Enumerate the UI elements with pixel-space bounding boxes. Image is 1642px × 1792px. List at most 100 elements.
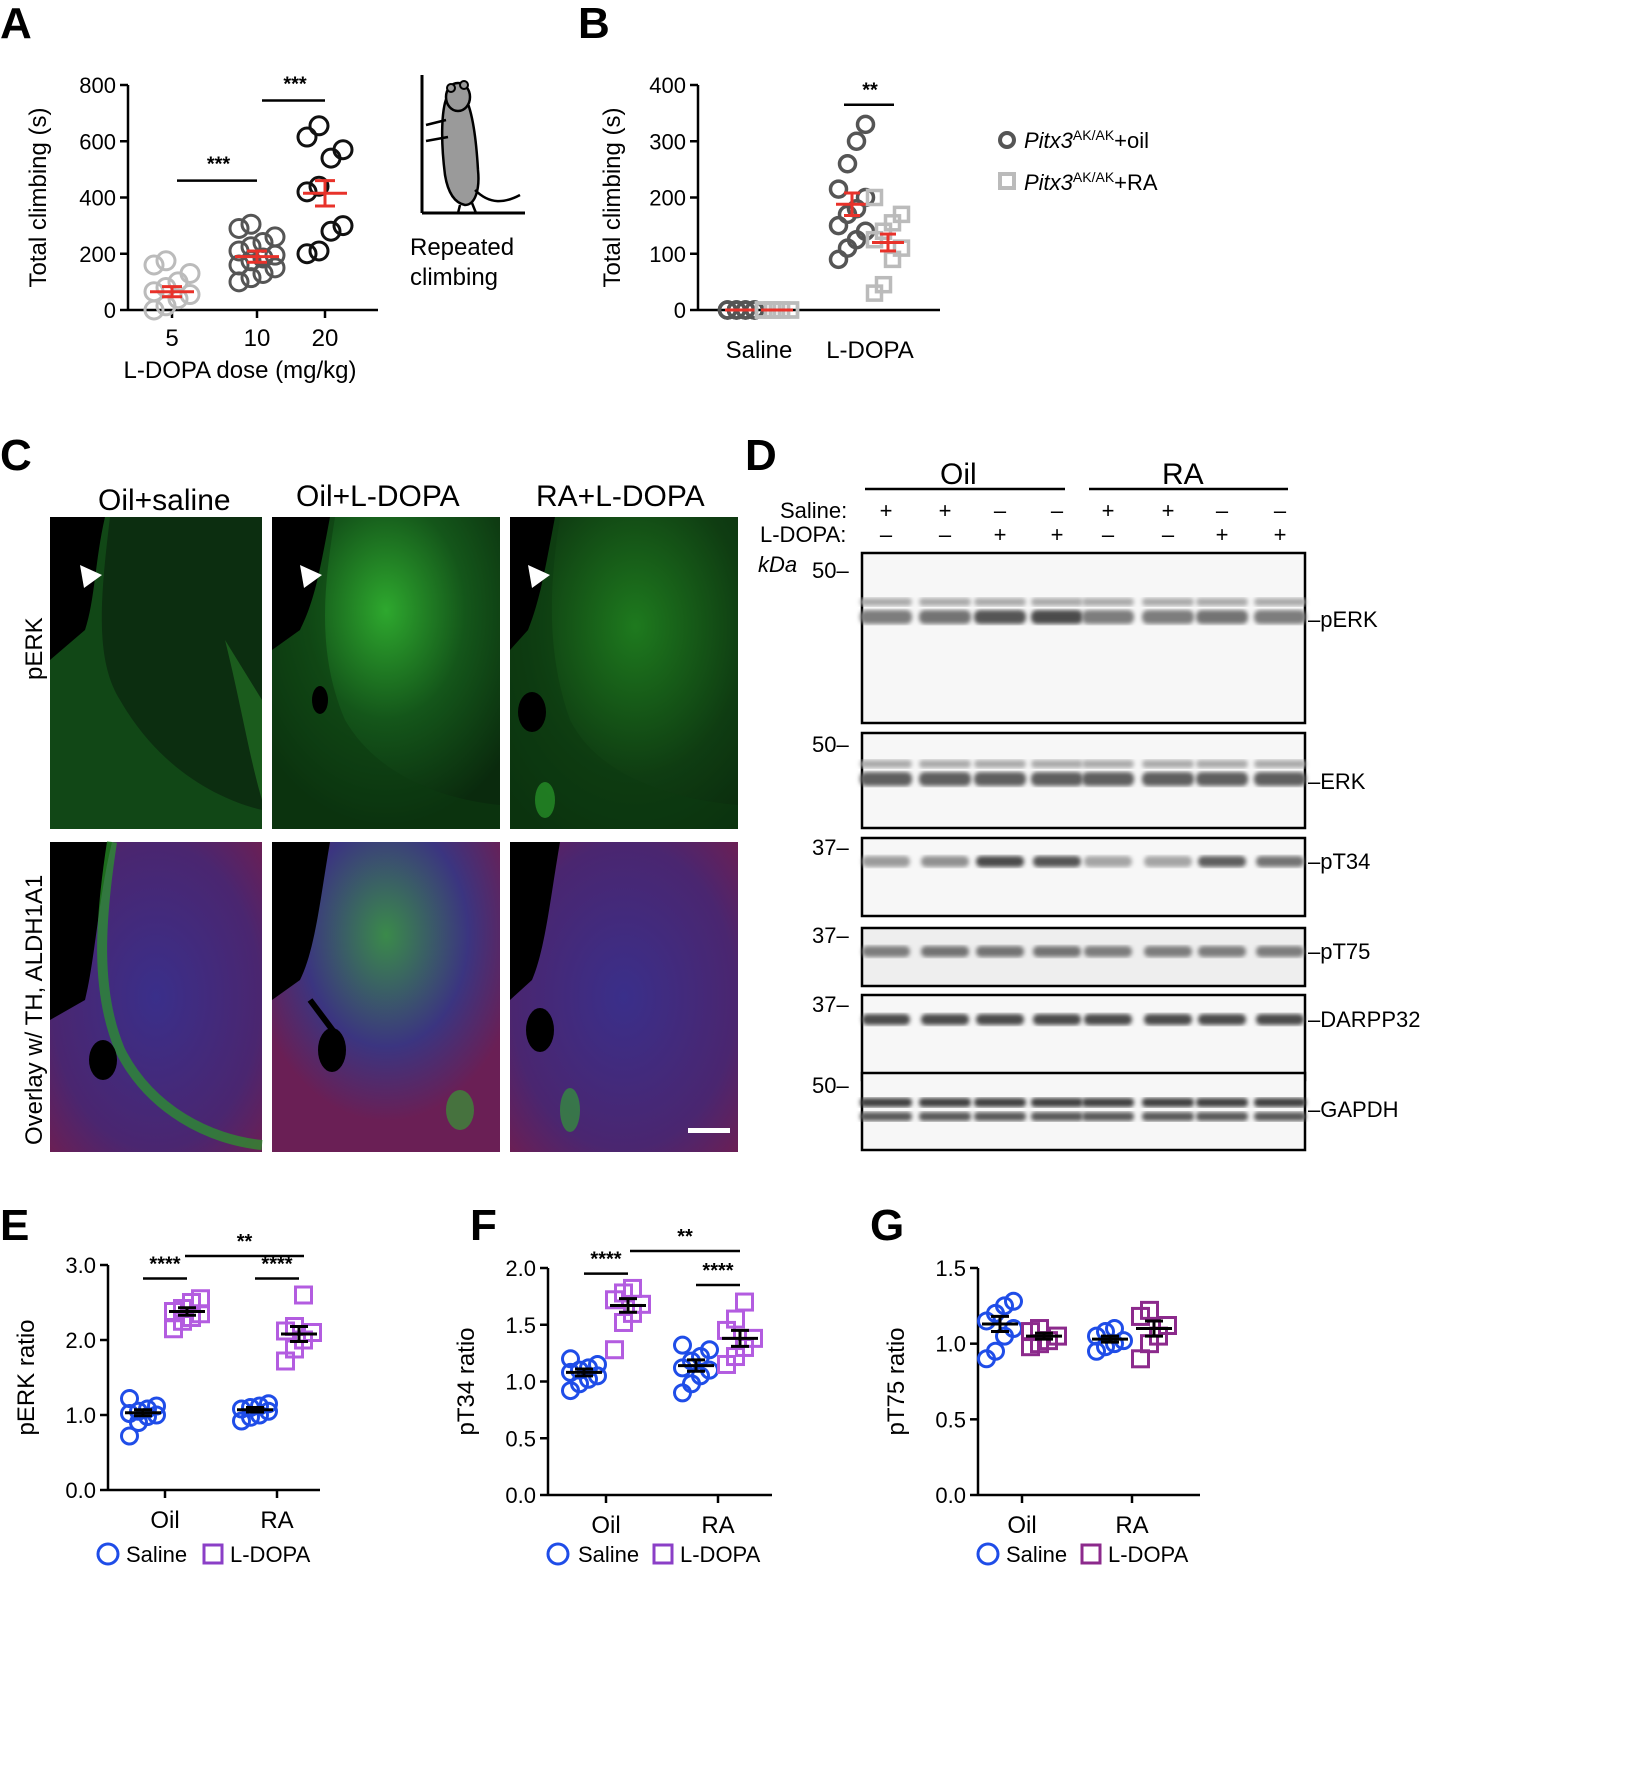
data-point bbox=[320, 220, 342, 242]
x-tick-label: Oil bbox=[150, 1507, 179, 1534]
y-tick-label: 600 bbox=[79, 129, 116, 154]
inset-caption-line1: Repeated bbox=[410, 234, 514, 261]
band bbox=[919, 610, 971, 624]
data-point bbox=[296, 126, 318, 148]
blot-frame bbox=[860, 1071, 1307, 1152]
band bbox=[1254, 772, 1306, 786]
band bbox=[860, 1098, 912, 1107]
ldopa-sign: – bbox=[880, 522, 893, 547]
x-tick-label: 5 bbox=[165, 325, 178, 352]
data-point bbox=[1158, 1316, 1177, 1336]
band bbox=[1082, 1112, 1134, 1121]
band bbox=[1256, 1014, 1304, 1025]
band bbox=[1033, 856, 1081, 867]
blot-row-ldopa-label: L-DOPA: bbox=[760, 522, 846, 547]
sig-label: **** bbox=[149, 1254, 180, 1276]
sig-label: **** bbox=[702, 1260, 733, 1282]
blot-perk: 50– –pERK bbox=[812, 551, 1378, 725]
band bbox=[974, 1098, 1026, 1107]
x-tick-label: 10 bbox=[244, 325, 271, 352]
ldopa-sign: – bbox=[939, 522, 952, 547]
band bbox=[1082, 1098, 1134, 1107]
band bbox=[1142, 1112, 1194, 1121]
x-tick-label: Oil bbox=[1007, 1512, 1036, 1539]
band bbox=[974, 598, 1026, 606]
data-point bbox=[995, 1296, 1014, 1316]
band bbox=[1142, 610, 1194, 624]
x-tick-label: Saline bbox=[726, 337, 793, 364]
y-tick-label: 0 bbox=[674, 298, 686, 323]
scale-bar bbox=[688, 1128, 730, 1133]
sig-label: ** bbox=[677, 1226, 693, 1248]
data-point bbox=[1131, 1349, 1150, 1369]
legend-ra-marker bbox=[998, 172, 1016, 190]
panel-label-a: A bbox=[0, 0, 32, 48]
band bbox=[1082, 772, 1134, 786]
data-point bbox=[308, 240, 330, 262]
legend-oil-marker bbox=[998, 131, 1016, 149]
ldopa-sign: + bbox=[994, 522, 1007, 547]
data-point bbox=[846, 131, 867, 151]
blot-marker: 50– bbox=[812, 732, 849, 757]
panel-d: Oil RA Saline: L-DOPA: kDa + + – – + + – –– – + + –… bbox=[758, 458, 1421, 1152]
band bbox=[1198, 856, 1246, 867]
blot-label: –pT34 bbox=[1308, 849, 1370, 874]
mouse-climbing-icon bbox=[420, 75, 525, 215]
saline-sign: – bbox=[994, 498, 1007, 523]
band bbox=[1196, 598, 1248, 606]
saline-sign: – bbox=[1051, 498, 1064, 523]
x-tick-label: RA bbox=[1115, 1512, 1148, 1539]
data-point bbox=[735, 1292, 754, 1312]
band bbox=[1033, 1014, 1081, 1025]
band bbox=[974, 610, 1026, 624]
band bbox=[1144, 946, 1192, 957]
band bbox=[862, 856, 910, 867]
panel-c-col3-title: RA+L-DOPA bbox=[536, 480, 705, 513]
band bbox=[1196, 1112, 1248, 1121]
band bbox=[1084, 856, 1132, 867]
image-oil-ldopa-perk bbox=[272, 517, 500, 829]
y-tick-label: 1.0 bbox=[935, 1332, 966, 1357]
saline-sign: + bbox=[880, 498, 893, 523]
sig-label: ** bbox=[862, 80, 878, 102]
band bbox=[1142, 760, 1194, 768]
band bbox=[921, 856, 969, 867]
band bbox=[974, 760, 1026, 768]
blot-marker: 37– bbox=[812, 835, 849, 860]
legend-g-ldopa-label: L-DOPA bbox=[1108, 1542, 1189, 1567]
band bbox=[1254, 1098, 1306, 1107]
legend-f: Saline L-DOPA bbox=[546, 1542, 761, 1567]
band bbox=[919, 760, 971, 768]
band bbox=[860, 760, 912, 768]
legend-e-saline-label: Saline bbox=[126, 1542, 187, 1567]
x-tick-label: L-DOPA bbox=[826, 337, 914, 364]
data-point bbox=[855, 114, 876, 135]
blot-group-oil: Oil bbox=[940, 458, 977, 491]
legend-f-saline-label: Saline bbox=[578, 1542, 639, 1567]
blot-label: –pT75 bbox=[1308, 939, 1370, 964]
ldopa-sign: + bbox=[1216, 522, 1229, 547]
saline-sign: + bbox=[939, 498, 952, 523]
blot-row-saline-label: Saline: bbox=[780, 498, 847, 523]
panel-label-f: F bbox=[470, 1201, 497, 1250]
data-point bbox=[259, 1394, 278, 1414]
blot-pt75: 37– –pT75 bbox=[812, 923, 1370, 988]
image-ra-ldopa-overlay bbox=[510, 842, 738, 1152]
band bbox=[860, 1112, 912, 1121]
y-axis-label: Total climbing (s) bbox=[25, 107, 52, 287]
data-point bbox=[673, 1383, 692, 1403]
data-point bbox=[296, 243, 318, 265]
panel-label-g: G bbox=[870, 1201, 904, 1250]
y-tick-label: 2.0 bbox=[65, 1328, 96, 1353]
blot-group-ra: RA bbox=[1162, 458, 1204, 491]
x-tick-label: RA bbox=[701, 1512, 734, 1539]
band bbox=[919, 598, 971, 606]
blot-marker: 50– bbox=[812, 558, 849, 583]
y-tick-label: 1.5 bbox=[505, 1313, 536, 1338]
sig-label: *** bbox=[283, 73, 307, 95]
data-point bbox=[837, 154, 858, 174]
data-point bbox=[986, 1341, 1005, 1361]
legend-f-ldopa-label: L-DOPA bbox=[680, 1542, 761, 1567]
band bbox=[1031, 772, 1083, 786]
